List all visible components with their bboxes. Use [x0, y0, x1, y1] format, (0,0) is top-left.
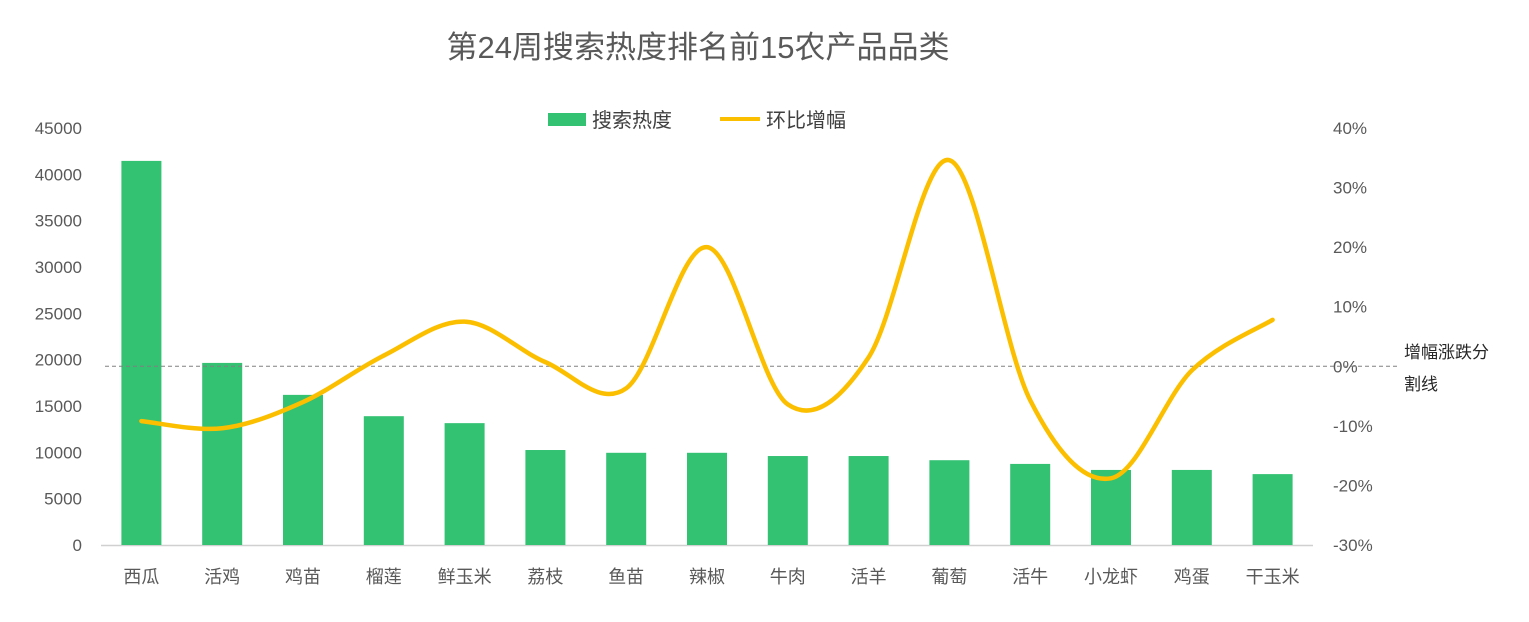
bar-牛肉 [767, 456, 808, 545]
bar-西瓜 [121, 160, 162, 545]
bar-活羊 [848, 456, 889, 545]
x-tick-label: 荔枝 [527, 567, 563, 587]
x-tick-label: 葡萄 [931, 567, 967, 587]
bar-干玉米 [1252, 474, 1293, 545]
left-tick-label: 10000 [35, 443, 82, 462]
x-tick-label: 鸡蛋 [1174, 567, 1210, 587]
left-tick-label: 0 [73, 536, 82, 555]
bar-荔枝 [525, 450, 566, 545]
x-axis-labels: 西瓜 活鸡 鸡苗 榴莲 鲜玉米 荔枝 鱼苗 辣椒 牛肉 活羊 葡萄 活牛 小龙虾 鸡蛋 干玉米 [123, 567, 1299, 587]
right-tick-label: 40% [1333, 119, 1367, 138]
x-tick-label: 榴莲 [366, 567, 402, 587]
left-tick-label: 5000 [44, 490, 82, 509]
reference-line-label-1: 增幅涨跌分 [1404, 343, 1489, 362]
bar-榴莲 [363, 416, 404, 545]
x-tick-label: 牛肉 [770, 567, 806, 587]
x-tick-label: 鸡苗 [285, 567, 321, 587]
legend-line-label: 环比增幅 [766, 109, 846, 132]
left-tick-label: 35000 [35, 212, 82, 231]
left-tick-label: 40000 [35, 165, 82, 184]
x-tick-label: 辣椒 [689, 567, 725, 587]
bar-鱼苗 [606, 452, 647, 545]
right-tick-label: 10% [1333, 298, 1367, 317]
x-tick-label: 鱼苗 [608, 567, 644, 587]
x-tick-label: 西瓜 [123, 567, 159, 587]
bar-葡萄 [929, 460, 970, 545]
x-tick-label: 活羊 [851, 567, 887, 587]
x-tick-label: 小龙虾 [1084, 567, 1138, 587]
left-tick-label: 20000 [35, 351, 82, 370]
chart-title: 第24周搜索热度排名前15农产品品类 [447, 30, 950, 65]
right-axis: -30%-20%-10%0%10%20%30%40% [1333, 119, 1373, 555]
right-tick-label: 30% [1333, 179, 1367, 198]
right-tick-label: -10% [1333, 417, 1373, 436]
right-tick-label: 20% [1333, 238, 1367, 257]
reference-line-label-2: 割线 [1404, 375, 1438, 394]
left-tick-label: 45000 [35, 119, 82, 138]
bar-鸡苗 [283, 394, 323, 545]
bar-小龙虾 [1091, 469, 1131, 545]
x-tick-label: 鲜玉米 [438, 567, 492, 587]
x-tick-label: 活鸡 [204, 567, 240, 587]
legend: 搜索热度 环比增幅 [548, 109, 846, 132]
legend-bar-label: 搜索热度 [592, 109, 672, 132]
left-tick-label: 30000 [35, 258, 82, 277]
growth-line [139, 157, 1275, 482]
bar-活鸡 [202, 362, 243, 545]
right-tick-label: -20% [1333, 476, 1373, 495]
legend-bar-swatch [548, 113, 586, 126]
x-tick-label: 活牛 [1012, 567, 1048, 587]
left-tick-label: 25000 [35, 304, 82, 323]
bar-鸡蛋 [1171, 469, 1212, 545]
left-axis: 0 5000 10000 15000 20000 25000 30000 35000 40000… [35, 119, 82, 555]
right-tick-label: -30% [1333, 536, 1373, 555]
bar-series [121, 160, 1293, 545]
bar-辣椒 [687, 452, 727, 545]
x-tick-label: 干玉米 [1246, 567, 1300, 587]
bar-活牛 [1010, 463, 1051, 545]
bar-鲜玉米 [444, 423, 485, 545]
left-tick-label: 15000 [35, 397, 82, 416]
